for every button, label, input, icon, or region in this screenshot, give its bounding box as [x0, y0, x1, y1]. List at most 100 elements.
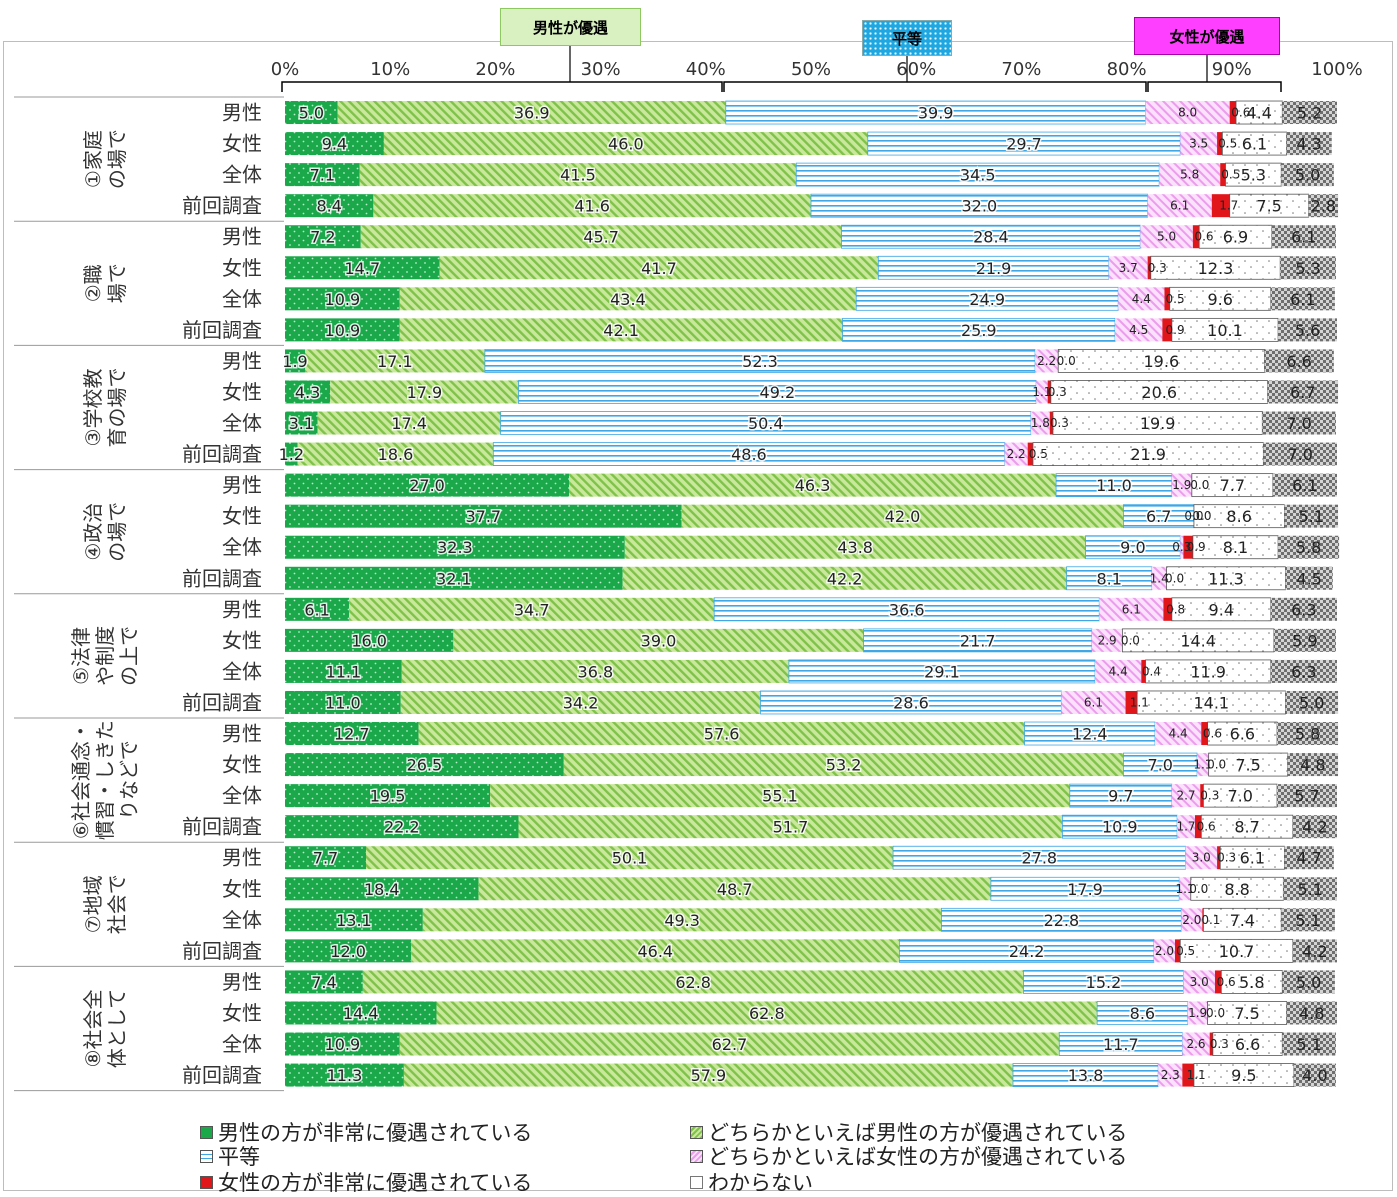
legend-swatch — [200, 1176, 213, 1189]
data-label: 6.7 — [1290, 383, 1315, 402]
data-label: 32.0 — [962, 197, 998, 216]
row-label: 男性 — [222, 225, 262, 249]
data-label: 0.3 — [1148, 261, 1167, 275]
data-label: 10.9 — [325, 1035, 361, 1054]
data-label: 45.7 — [583, 228, 619, 247]
data-label: 34.5 — [960, 166, 996, 185]
labels-layer: 5.0 36.9 39.9 8.0 0.64.4 5.29.4 46.0 29.7 3.5 0.5… — [279, 104, 1336, 1086]
row-label: 女性 — [222, 877, 262, 901]
data-label: 7.7 — [1220, 476, 1245, 495]
row-label: 男性 — [222, 970, 262, 994]
x-tick-label: 70% — [1001, 59, 1041, 80]
x-tick-label: 100% — [1311, 59, 1362, 80]
data-label: 7.1 — [310, 166, 335, 185]
group-label: ⑦地域 — [81, 875, 105, 933]
data-label: 7.2 — [310, 228, 335, 247]
group-label: の場で — [105, 502, 129, 562]
data-label: 42.2 — [827, 569, 863, 588]
data-label: 4.8 — [1299, 1004, 1324, 1023]
data-label: 0.5 — [1029, 447, 1048, 461]
row-label: 前回調査 — [182, 194, 262, 218]
data-label: 14.7 — [345, 259, 381, 278]
legend-swatch — [690, 1150, 703, 1163]
data-label: 1.1 — [1130, 695, 1149, 709]
data-label: 5.1 — [1296, 1035, 1321, 1054]
x-tick-label: 20% — [475, 59, 515, 80]
row-label: 前回調査 — [182, 815, 262, 839]
data-label: 8.6 — [1226, 507, 1251, 526]
group-label: ②職 — [81, 264, 105, 302]
data-label: 1.9 — [1188, 1006, 1207, 1020]
group-label: ⑤法律 — [69, 627, 93, 685]
data-label: 5.6 — [1295, 321, 1320, 340]
data-label: 4.3 — [1296, 135, 1321, 154]
data-label: 8.8 — [1224, 880, 1249, 899]
group-label: ⑧社会全 — [81, 990, 105, 1068]
data-label: 5.0 — [1296, 973, 1321, 992]
data-label: 1.9 — [282, 352, 307, 371]
data-label: 42.0 — [885, 507, 921, 526]
x-axis: 0% 10% 20% 30% 40% 50% 60% 70% 80% 90% 100% — [271, 59, 1363, 80]
data-label: 12.4 — [1072, 725, 1108, 744]
data-label: 4.4 — [1169, 727, 1188, 741]
data-label: 5.8 — [1295, 725, 1320, 744]
data-label: 50.4 — [748, 414, 784, 433]
data-label: 15.2 — [1086, 973, 1122, 992]
data-label: 7.5 — [1256, 197, 1281, 216]
data-label: 22.8 — [1044, 911, 1080, 930]
data-label: 0.5 — [1176, 944, 1195, 958]
data-label: 14.1 — [1193, 693, 1229, 712]
group-label: の場で — [105, 129, 129, 189]
x-tick-label: 50% — [791, 59, 831, 80]
data-label: 9.5 — [1231, 1066, 1256, 1085]
data-label: 4.4 — [1132, 292, 1151, 306]
row-label: 前回調査 — [182, 566, 262, 590]
data-label: 0.3 — [1217, 851, 1236, 865]
data-label: 36.8 — [578, 662, 614, 681]
data-label: 0.6 — [1197, 820, 1216, 834]
data-label: 0.9 — [1187, 540, 1206, 554]
row-label: 男性 — [222, 473, 262, 497]
row-label: 男性 — [222, 846, 262, 870]
data-label: 0.5 — [1166, 292, 1185, 306]
row-label: 女性 — [222, 132, 262, 156]
data-label: 7.0 — [1227, 787, 1252, 806]
data-label: 6.1 — [1170, 199, 1189, 213]
data-label: 12.7 — [334, 725, 370, 744]
data-label: 4.2 — [1302, 818, 1327, 837]
data-label: 10.9 — [325, 290, 361, 309]
data-label: 34.7 — [514, 600, 550, 619]
data-label: 0.3 — [1200, 789, 1219, 803]
data-label: 1.9 — [1172, 478, 1191, 492]
data-label: 27.0 — [409, 476, 445, 495]
data-label: 0.6 — [1203, 727, 1222, 741]
x-tick-label: 30% — [581, 59, 621, 80]
data-label: 5.0 — [1157, 230, 1176, 244]
data-label: 9.7 — [1108, 787, 1133, 806]
data-label: 6.3 — [1291, 662, 1316, 681]
data-label: 41.6 — [574, 197, 610, 216]
data-label: 39.0 — [641, 631, 677, 650]
data-label: 5.8 — [1296, 538, 1321, 557]
row-label: 男性 — [222, 722, 262, 746]
data-label: 5.7 — [1294, 787, 1319, 806]
data-label: 6.1 — [304, 600, 329, 619]
data-label: 2.9 — [1098, 633, 1117, 647]
data-label: 4.3 — [295, 383, 320, 402]
data-label: 4.7 — [1296, 849, 1321, 868]
data-label: 2.2 — [1007, 447, 1026, 461]
row-label: 全体 — [222, 287, 262, 311]
data-label: 43.8 — [837, 538, 873, 557]
data-label: 0.0 — [1192, 509, 1211, 523]
row-label: 全体 — [222, 659, 262, 683]
data-label: 36.6 — [889, 600, 925, 619]
data-label: 41.7 — [641, 259, 677, 278]
data-label: 46.4 — [637, 942, 673, 961]
data-label: 28.4 — [973, 228, 1009, 247]
row-label: 全体 — [222, 535, 262, 559]
row-label: 全体 — [222, 784, 262, 808]
data-label: 0.3 — [1050, 416, 1069, 430]
data-label: 4.5 — [1129, 323, 1148, 337]
data-label: 20.6 — [1141, 383, 1177, 402]
